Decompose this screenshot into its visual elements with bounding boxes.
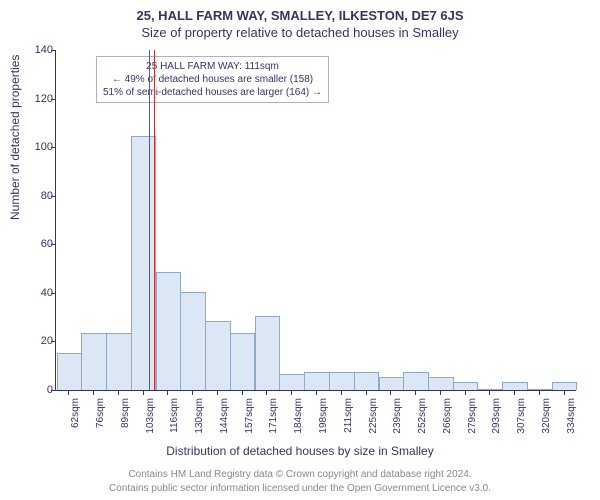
x-tick-label: 279sqm <box>467 398 478 434</box>
histogram-bar <box>329 372 355 390</box>
histogram-bar <box>106 333 132 390</box>
x-tick-label: 171sqm <box>268 398 279 434</box>
histogram-bar <box>230 333 256 390</box>
histogram-bar <box>156 272 182 390</box>
x-tick-label: 252sqm <box>417 398 428 434</box>
property-marker-line <box>149 50 155 390</box>
y-tick-label: 80 <box>41 190 53 202</box>
x-tick-label: 89sqm <box>120 398 131 428</box>
x-tick-label: 130sqm <box>194 398 205 434</box>
histogram-bar <box>428 377 454 390</box>
annotation-line2: ← 49% of detached houses are smaller (15… <box>103 73 322 86</box>
x-tick-label: 184sqm <box>293 398 304 434</box>
histogram-bar <box>81 333 107 390</box>
y-tick-label: 100 <box>35 141 53 153</box>
histogram-bar <box>255 316 281 390</box>
histogram-bar <box>552 382 578 390</box>
x-tick-label: 211sqm <box>343 398 354 433</box>
footer-copyright-1: Contains HM Land Registry data © Crown c… <box>0 469 600 480</box>
histogram-bar <box>354 372 380 390</box>
x-tick-label: 76sqm <box>95 398 106 428</box>
histogram-bar <box>403 372 429 390</box>
chart-title-address: 25, HALL FARM WAY, SMALLEY, ILKESTON, DE… <box>0 0 600 23</box>
y-tick-label: 140 <box>35 44 53 56</box>
annotation-line3: 51% of semi-detached houses are larger (… <box>103 86 322 99</box>
x-tick-label: 334sqm <box>566 398 577 434</box>
x-tick-label: 62sqm <box>70 398 81 428</box>
y-tick-label: 60 <box>41 238 53 250</box>
x-tick-label: 103sqm <box>145 398 156 434</box>
x-tick-label: 157sqm <box>244 398 255 434</box>
x-tick-label: 239sqm <box>392 398 403 434</box>
histogram-bar <box>279 374 305 390</box>
x-axis-label: Distribution of detached houses by size … <box>0 444 600 458</box>
x-tick-label: 266sqm <box>442 398 453 434</box>
chart-title-subtitle: Size of property relative to detached ho… <box>0 23 600 40</box>
plot-area: 25 HALL FARM WAY: 111sqm ← 49% of detach… <box>55 50 576 391</box>
histogram-bar <box>379 377 405 390</box>
annotation-line1: 25 HALL FARM WAY: 111sqm <box>103 60 322 73</box>
x-tick-label: 198sqm <box>318 398 329 434</box>
y-tick-label: 40 <box>41 287 53 299</box>
y-tick-label: 0 <box>47 384 53 396</box>
x-tick-label: 225sqm <box>368 398 379 434</box>
x-tick-label: 307sqm <box>516 398 527 434</box>
histogram-bar <box>205 321 231 390</box>
histogram-bar <box>502 382 528 390</box>
x-tick-label: 116sqm <box>169 398 180 433</box>
histogram-bar <box>304 372 330 390</box>
histogram-bar <box>453 382 479 390</box>
x-tick-label: 144sqm <box>219 398 230 434</box>
property-annotation: 25 HALL FARM WAY: 111sqm ← 49% of detach… <box>96 56 329 103</box>
x-tick-label: 320sqm <box>541 398 552 434</box>
histogram-bar <box>180 292 206 390</box>
footer-copyright-2: Contains public sector information licen… <box>0 483 600 494</box>
y-tick-label: 120 <box>35 93 53 105</box>
x-tick-label: 293sqm <box>491 398 502 434</box>
histogram-bar <box>57 353 83 390</box>
y-tick-label: 20 <box>41 335 53 347</box>
